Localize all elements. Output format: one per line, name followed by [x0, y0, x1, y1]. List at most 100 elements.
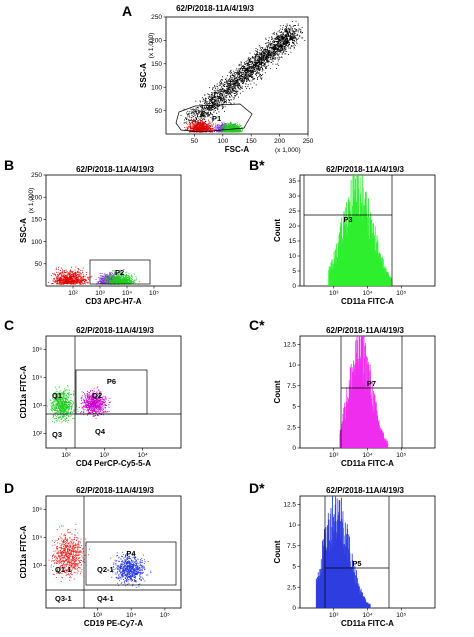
plot-area	[175, 20, 306, 133]
panel-label: D*	[249, 480, 265, 496]
panel-title: 62/P/2018-11A/4/19/3	[76, 326, 154, 335]
y-unit: (x 1,000)	[28, 188, 35, 214]
y-tick-label: 10	[289, 253, 297, 260]
x-tick-label: 10³	[329, 452, 339, 459]
plot-area	[46, 496, 181, 608]
histogram-series	[339, 336, 389, 448]
y-tick-label: 50	[155, 108, 163, 115]
y-axis-label: CD11a FITC-A	[19, 365, 28, 418]
y-tick-label: 10	[289, 362, 297, 369]
panel-label: D	[4, 480, 14, 496]
x-tick-label: 10³	[329, 290, 339, 297]
plot-area	[48, 259, 151, 285]
panel-d: D 62/P/2018-11A/4/19/3 Q1-1 Q2-1 Q3-1 Q4-1 P4 1…	[4, 480, 182, 628]
gate-label: P4	[126, 549, 136, 558]
plot-frame	[45, 335, 182, 449]
x-tick-label: 10⁴	[362, 290, 372, 297]
panel-title: 62/P/2018-11A/4/19/3	[326, 165, 404, 174]
x-axis-label: CD11a FITC-A	[341, 459, 394, 468]
x-tick-label: 100	[217, 138, 228, 145]
x-axis-label: CD3 APC-H7-A	[85, 297, 141, 306]
panel-c: C 62/P/2018-11A/4/19/3 Q1 Q2 Q3 Q4 P6 10² 10³ 10⁴…	[4, 317, 182, 468]
panel-b-star: B* 62/P/2018-11A/4/19/3 P3 10³ 10⁴ 10⁵ 0 5 10 15 2…	[249, 157, 436, 306]
y-tick-label: 10³	[33, 403, 43, 410]
y-tick-label: 50	[35, 261, 43, 268]
population-1	[184, 117, 218, 133]
y-tick-label: 250	[31, 172, 42, 179]
plot-area	[339, 336, 403, 448]
quadrant-label: Q1	[52, 391, 62, 400]
panel-title: 62/P/2018-11A/4/19/3	[326, 326, 404, 335]
gate-rect	[85, 541, 177, 586]
population-3	[218, 121, 246, 133]
y-tick-label: 5	[292, 404, 296, 411]
panel-label: A	[122, 3, 132, 19]
y-axis-label: Count	[273, 380, 282, 403]
gate-label: P6	[107, 377, 116, 386]
gate-label: P7	[367, 379, 376, 388]
y-axis-label: Count	[273, 219, 282, 242]
y-axis-label: Count	[273, 540, 282, 563]
panel-label: B*	[249, 157, 265, 173]
panel-title: 62/P/2018-11A/4/19/3	[326, 486, 404, 495]
y-tick-label: 200	[151, 38, 162, 45]
y-tick-label: 10⁴	[32, 375, 42, 382]
panel-label: B	[4, 157, 14, 173]
panel-d-star: D* 62/P/2018-11A/4/19/3 P5 10³ 10⁴ 10⁵ 0 2.5 5 7.…	[249, 480, 436, 628]
x-tick-label: 10⁴	[362, 612, 372, 619]
x-tick-label: 10⁴	[138, 452, 148, 459]
gate-label: P2	[115, 268, 124, 277]
y-tick-label: 12.5	[283, 341, 296, 348]
x-tick-label: 10⁵	[396, 290, 406, 297]
x-tick-label: 10⁵	[396, 612, 406, 619]
x-unit: (x 1,000)	[275, 147, 301, 154]
y-tick-label: 20	[289, 223, 297, 230]
x-tick-label: 10³	[329, 612, 339, 619]
plot-frame	[45, 495, 182, 609]
population-0	[180, 20, 306, 132]
x-tick-label: 250	[303, 138, 314, 145]
population-0	[46, 523, 90, 582]
quadrant-label: Q2	[92, 391, 102, 400]
population-1	[78, 386, 111, 419]
y-tick-label: 30	[289, 193, 297, 200]
x-tick-label: 10²	[61, 452, 71, 459]
y-tick-label: 10²	[33, 431, 43, 438]
population-0	[47, 385, 79, 423]
y-tick-label: 7.5	[287, 383, 296, 390]
quadrant-label: Q3-1	[55, 594, 72, 603]
plot-area	[303, 175, 393, 286]
y-tick-label: 7.5	[287, 543, 296, 550]
x-tick-label: 10⁴	[122, 290, 132, 297]
panel-title: 62/P/2018-11A/4/19/3	[176, 4, 254, 13]
y-tick-label: 100	[151, 84, 162, 91]
x-axis-label: CD11a FITC-A	[341, 619, 394, 628]
panel-a: A 62/P/2018-11A/4/19/3 P1 50 100 150 200 250 50 1…	[122, 3, 314, 154]
x-tick-label: 10⁴	[362, 452, 372, 459]
population-0	[48, 266, 93, 285]
y-tick-label: 250	[151, 14, 162, 21]
x-tick-label: 10³	[100, 452, 110, 459]
y-tick-label: 15	[289, 238, 297, 245]
y-tick-label: 5	[292, 564, 296, 571]
x-tick-label: 10⁵	[160, 612, 170, 619]
y-axis-label: SSC-A	[19, 218, 28, 243]
y-tick-label: 0	[292, 283, 296, 290]
y-axis-label: SSC-A	[139, 63, 148, 88]
y-tick-label: 5	[292, 268, 296, 275]
gate-label: P3	[343, 215, 352, 224]
gate-label: P5	[352, 559, 361, 568]
gate-label: P1	[212, 114, 221, 123]
quadrant-label: Q2-1	[97, 565, 114, 574]
quadrant-label: Q3	[52, 430, 62, 439]
y-tick-label: 2.5	[287, 424, 296, 431]
panel-b: B 62/P/2018-11A/4/19/3 P2 10² 10³ 10⁴ 10⁵ 50 100…	[4, 157, 182, 306]
y-tick-label: 10⁴	[32, 535, 42, 542]
panel-c-star: C* 62/P/2018-11A/4/19/3 P7 10³ 10⁴ 10⁵ 0 2.5 5 7.…	[249, 317, 436, 468]
x-tick-label: 150	[246, 138, 257, 145]
panel-label: C*	[249, 317, 265, 333]
y-tick-label: 35	[289, 178, 297, 185]
x-tick-label: 10⁴	[126, 612, 136, 619]
x-tick-label: 50	[191, 138, 199, 145]
panel-title: 62/P/2018-11A/4/19/3	[76, 165, 154, 174]
